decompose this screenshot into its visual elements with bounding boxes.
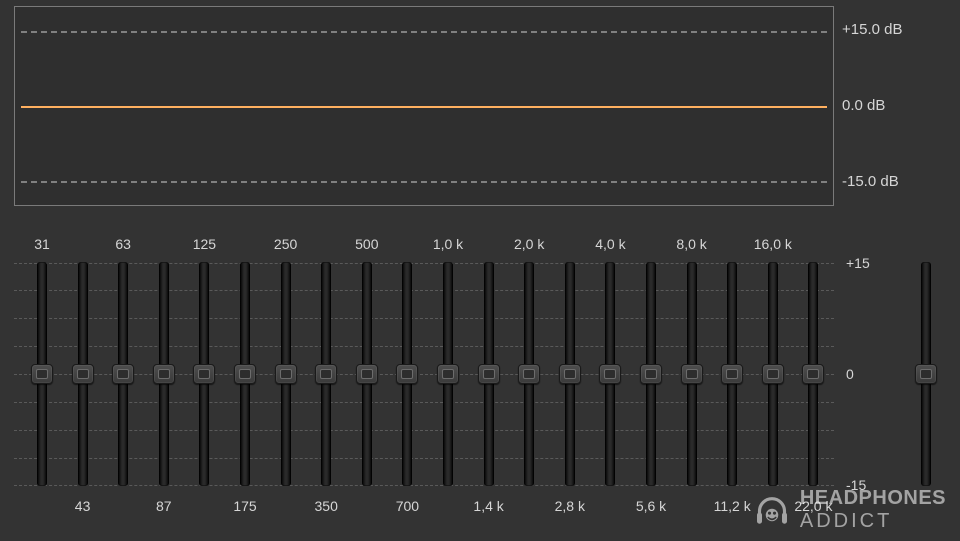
freq-label: 8,0 k [676,236,706,252]
eq-tick-row [14,485,834,486]
graph-gridline-top [21,31,827,33]
freq-labels-top: 31 63 125 250 500 1,0 k 2,0 k 4,0 k 8,0 k 16,0 k [14,236,834,254]
freq-label: 250 [274,236,297,252]
eq-tick-row [14,290,834,291]
slider-thumb[interactable] [234,364,256,384]
eq-tick-row [14,263,834,264]
freq-label: 2,8 k [555,498,585,514]
freq-label: 11,2 k [714,498,751,514]
eq-band-slider[interactable] [680,258,704,490]
slider-thumb[interactable] [640,364,662,384]
slider-thumb[interactable] [518,364,540,384]
eq-band-slider[interactable] [477,258,501,490]
freq-label: 87 [156,498,172,514]
eq-band-slider[interactable] [720,258,744,490]
eq-tick-row [14,430,834,431]
freq-label: 175 [233,498,256,514]
slider-thumb[interactable] [437,364,459,384]
eq-screenshot: +15.0 dB 0.0 dB -15.0 dB 31 63 125 250 500 1,… [0,0,960,541]
master-gain-slider[interactable] [914,258,938,490]
eq-band-slider[interactable] [558,258,582,490]
eq-band-slider[interactable] [355,258,379,490]
eq-tick-row [14,374,834,375]
slider-thumb[interactable] [762,364,784,384]
freq-label: 700 [396,498,419,514]
slider-thumb[interactable] [275,364,297,384]
eq-band-slider[interactable] [274,258,298,490]
slider-thumb[interactable] [559,364,581,384]
eq-tick-row [14,318,834,319]
freq-label: 4,0 k [595,236,625,252]
graph-ylabel-top: +15.0 dB [842,21,902,38]
eq-scale-top: +15 [846,255,870,271]
eq-band-slider[interactable] [801,258,825,490]
eq-tick-row [14,458,834,459]
eq-band-slider[interactable] [192,258,216,490]
eq-band-slider[interactable] [71,258,95,490]
freq-label: 63 [115,236,131,252]
eq-band-slider[interactable] [233,258,257,490]
freq-labels-bottom: 43 87 175 350 700 1,4 k 2,8 k 5,6 k 11,2 k 22,0 k [14,498,834,516]
eq-band-slider[interactable] [517,258,541,490]
slider-thumb[interactable] [72,364,94,384]
freq-label: 350 [315,498,338,514]
freq-label: 5,6 k [636,498,666,514]
graph-ylabel-bottom: -15.0 dB [842,173,899,190]
eq-band-slider[interactable] [152,258,176,490]
slider-thumb[interactable] [802,364,824,384]
eq-tick-row [14,346,834,347]
slider-thumb[interactable] [396,364,418,384]
freq-label: 500 [355,236,378,252]
slider-thumb[interactable] [356,364,378,384]
eq-scale-labels: +15 0 -15 [846,258,890,490]
response-graph [14,6,834,206]
slider-thumb[interactable] [315,364,337,384]
eq-band-slider[interactable] [639,258,663,490]
eq-band-slider[interactable] [598,258,622,490]
slider-thumb[interactable] [153,364,175,384]
eq-band-slider[interactable] [30,258,54,490]
freq-label: 1,4 k [473,498,503,514]
slider-thumb[interactable] [681,364,703,384]
freq-label: 22,0 k [794,498,832,514]
graph-gridline-bottom [21,181,827,183]
freq-label: 125 [193,236,216,252]
eq-tick-row [14,402,834,403]
slider-thumb[interactable] [599,364,621,384]
eq-band-slider[interactable] [761,258,785,490]
eq-scale-mid: 0 [846,366,854,382]
graph-y-axis: +15.0 dB 0.0 dB -15.0 dB [842,6,952,206]
graph-canvas [15,7,833,205]
slider-thumb[interactable] [193,364,215,384]
eq-band-slider[interactable] [395,258,419,490]
freq-label: 31 [34,236,50,252]
eq-scale-bottom: -15 [846,477,866,493]
eq-band-slider[interactable] [436,258,460,490]
freq-label: 2,0 k [514,236,544,252]
slider-thumb[interactable] [721,364,743,384]
slider-thumb[interactable] [478,364,500,384]
graph-ylabel-mid: 0.0 dB [842,97,885,114]
eq-band-slider[interactable] [111,258,135,490]
freq-label: 43 [75,498,91,514]
slider-thumb[interactable] [112,364,134,384]
slider-thumb[interactable] [915,364,937,384]
slider-thumb[interactable] [31,364,53,384]
graph-response-curve [21,106,827,108]
eq-panel: 31631252505001,0 k2,0 k4,0 k8,0 k16,0 k … [14,236,944,516]
eq-sliders [14,258,834,490]
eq-band-slider[interactable] [314,258,338,490]
freq-label: 1,0 k [433,236,463,252]
freq-label: 16,0 k [754,236,792,252]
